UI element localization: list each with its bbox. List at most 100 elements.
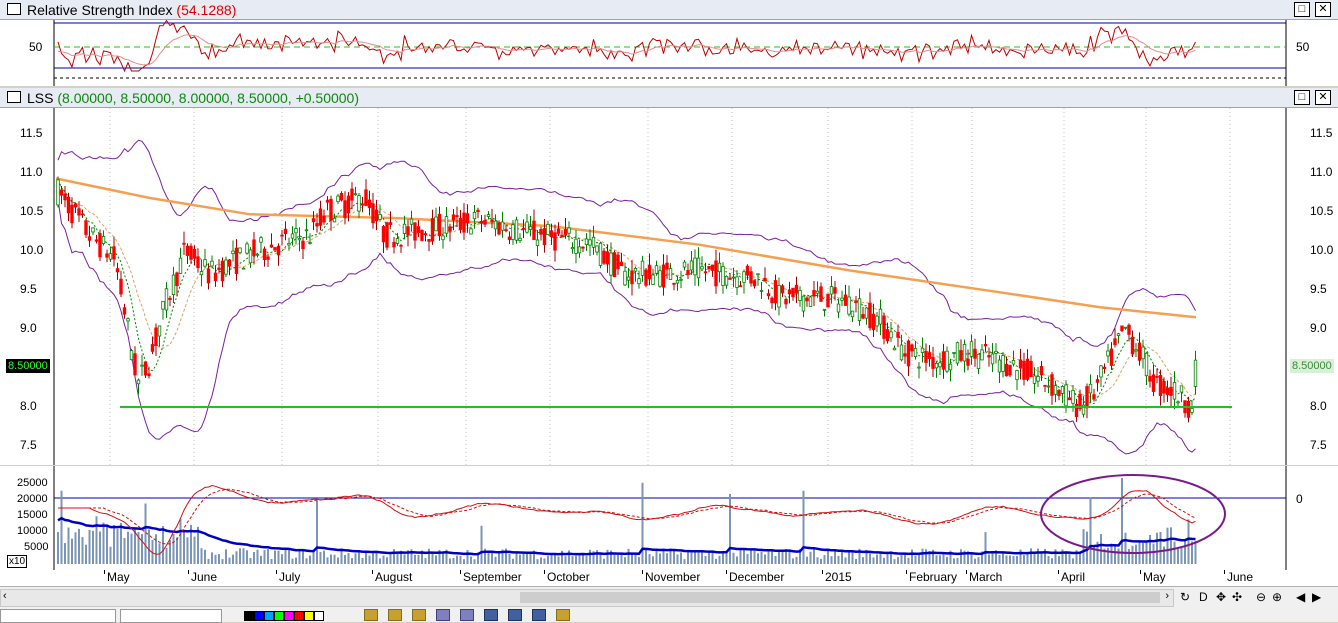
volume-bar — [445, 549, 448, 564]
candle-down — [154, 327, 158, 346]
candle-up — [836, 303, 841, 313]
color-swatch[interactable] — [274, 611, 284, 621]
candle-up — [525, 221, 529, 233]
maximize-button[interactable]: □ — [1294, 90, 1310, 105]
volume-bar — [78, 528, 80, 564]
volume-bar — [281, 554, 283, 564]
scrollbar-thumb[interactable] — [520, 592, 1160, 603]
candle-up — [224, 259, 228, 275]
volume-bar — [956, 557, 959, 564]
volume-bar — [393, 549, 395, 564]
close-button[interactable]: ✕ — [1315, 90, 1331, 105]
volume-bar — [1173, 541, 1176, 564]
tool-icon[interactable] — [460, 609, 474, 621]
color-swatch[interactable] — [284, 611, 294, 621]
rsi-signal-line — [57, 34, 1196, 66]
volume-bar — [921, 548, 924, 564]
tool-icon[interactable] — [556, 609, 570, 621]
candle-down — [1092, 394, 1096, 400]
volume-bar — [550, 555, 553, 564]
candle-down — [385, 222, 389, 248]
color-palette[interactable] — [244, 611, 324, 621]
candle-down — [1018, 359, 1023, 369]
volume-bar — [480, 525, 483, 564]
volume-bar — [491, 551, 493, 564]
volume-bar — [739, 548, 742, 564]
price-right-tick: 7.5 — [1310, 438, 1327, 452]
candle-up — [101, 236, 106, 244]
candle-up — [1106, 350, 1110, 357]
candle-up — [287, 242, 291, 246]
prev-icon[interactable]: ◀ — [1296, 590, 1306, 604]
volume-bar — [365, 551, 367, 564]
volume-bar — [102, 522, 105, 564]
candle-down — [182, 242, 186, 245]
candle-down — [213, 272, 218, 282]
tool-icon[interactable] — [484, 609, 498, 621]
volume-bar — [330, 554, 332, 564]
volume-bar — [221, 559, 224, 564]
candle-up — [409, 218, 414, 225]
crosshair-icon[interactable]: ✣ — [1232, 590, 1243, 604]
volume-bar — [477, 552, 479, 564]
color-swatch[interactable] — [314, 611, 324, 621]
volume-bar — [960, 549, 962, 564]
scroll-left-arrow[interactable]: ‹ — [3, 590, 7, 602]
zoom-out-icon[interactable]: ⊖ — [1256, 590, 1267, 604]
volume-bar — [64, 543, 66, 564]
scroll-right-arrow[interactable]: › — [1165, 590, 1169, 602]
candle-up — [994, 350, 998, 354]
volume-bar — [795, 556, 798, 564]
volume-bar — [375, 550, 378, 564]
candle-down — [1074, 403, 1079, 418]
volume-bar — [438, 549, 441, 564]
volume-bar — [883, 557, 885, 564]
move-icon[interactable]: ✥ — [1216, 590, 1227, 604]
close-button[interactable]: ✕ — [1315, 2, 1331, 17]
ma-mid-line — [57, 179, 1196, 406]
volume-bar — [316, 500, 318, 564]
color-swatch[interactable] — [304, 611, 314, 621]
volume-bar — [137, 532, 140, 564]
color-swatch[interactable] — [264, 611, 274, 621]
candle-down — [185, 245, 190, 256]
volume-bar — [305, 558, 308, 564]
volume-bar — [410, 549, 413, 564]
tool-icon[interactable] — [364, 609, 378, 621]
tool-icon[interactable] — [388, 609, 402, 621]
volume-bar — [603, 558, 605, 564]
tool-icon[interactable] — [532, 609, 546, 621]
daily-icon[interactable]: D — [1199, 590, 1208, 604]
volume-bar — [662, 548, 665, 564]
maximize-button[interactable]: □ — [1294, 2, 1310, 17]
tool-icon[interactable] — [412, 609, 426, 621]
color-swatch[interactable] — [294, 611, 304, 621]
volume-bar — [176, 537, 178, 564]
drawing-tools[interactable] — [364, 609, 570, 621]
tool-icon[interactable] — [436, 609, 450, 621]
candle-down — [371, 203, 375, 224]
next-icon[interactable]: ▶ — [1312, 590, 1322, 604]
candle-down — [423, 233, 428, 236]
refresh-icon[interactable]: ↻ — [1180, 590, 1191, 604]
tool-icon[interactable] — [508, 609, 522, 621]
candle-up — [913, 348, 918, 357]
volume-bar — [99, 531, 101, 564]
candle-down — [882, 315, 886, 339]
volume-bar — [1051, 558, 1053, 564]
volume-bar — [1002, 553, 1004, 564]
color-swatch[interactable] — [244, 611, 254, 621]
color-swatch[interactable] — [254, 611, 264, 621]
volume-bar — [645, 549, 647, 564]
volume-bar — [1184, 539, 1186, 564]
volume-bar — [186, 537, 189, 564]
candle-down — [1186, 400, 1191, 418]
candle-up — [514, 219, 519, 241]
volume-bar — [536, 559, 539, 564]
zoom-in-icon[interactable]: ⊕ — [1272, 590, 1283, 604]
candle-down — [563, 229, 568, 236]
price-chart[interactable] — [0, 108, 1338, 465]
horizontal-scrollbar[interactable]: ‹ › — [0, 589, 1174, 607]
candle-down — [843, 294, 848, 306]
candles-group — [56, 176, 1198, 423]
